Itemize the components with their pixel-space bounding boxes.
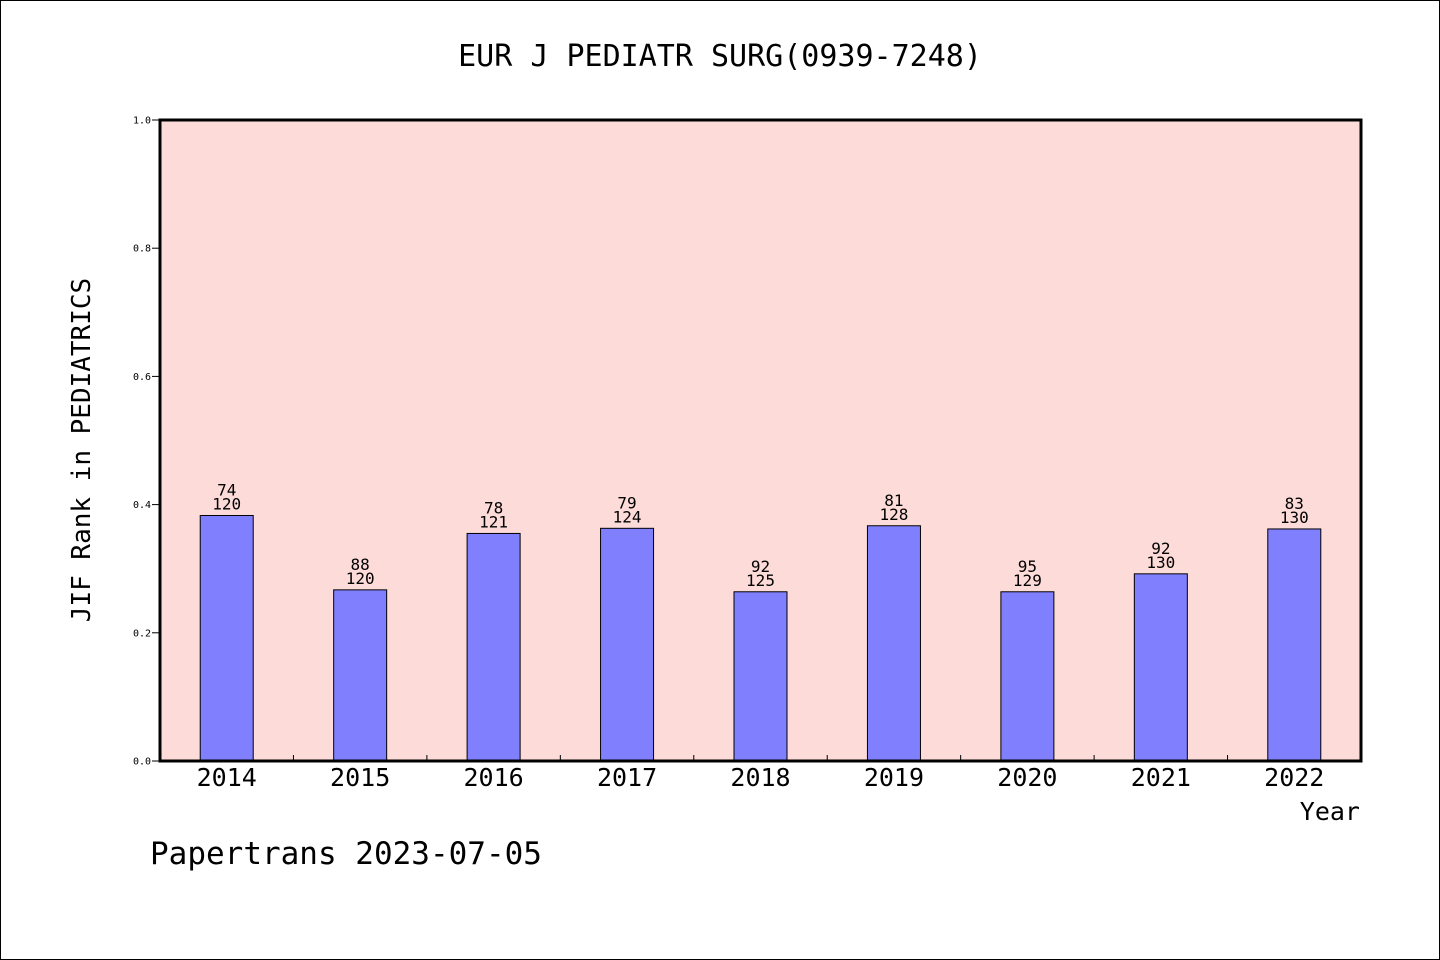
bar-rank-label: 88 [351, 555, 370, 574]
bar-rank-label: 78 [484, 498, 503, 517]
bar-total-label: 130 [1146, 553, 1175, 572]
x-tick-label: 2020 [997, 763, 1057, 792]
bar-rank-label: 83 [1285, 494, 1304, 513]
y-tick-label: 0.2 [133, 628, 151, 639]
x-tick-label: 2014 [197, 763, 257, 792]
y-tick-label: 0.6 [133, 372, 151, 383]
x-axis-label: Year [1300, 797, 1360, 826]
x-tick-label: 2018 [730, 763, 790, 792]
bar-total-label: 129 [1013, 571, 1042, 590]
bar-2017 [600, 527, 655, 762]
y-tick-label: 0.4 [133, 500, 151, 511]
bar-total-label: 128 [879, 505, 908, 524]
bar-rank-label: 74 [217, 480, 236, 499]
y-tick-label: 1.0 [133, 116, 151, 127]
bar-rank-label: 92 [1151, 539, 1170, 558]
y-tick-label: 0.0 [133, 757, 151, 768]
bar-2019 [866, 525, 921, 762]
bar-total-label: 125 [746, 571, 775, 590]
bar-2018 [733, 591, 788, 762]
bar-2014 [199, 514, 254, 762]
x-tick-label: 2015 [330, 763, 390, 792]
bar-rank-label: 81 [884, 491, 903, 510]
plot-border [158, 118, 1363, 763]
bar-total-label: 121 [479, 512, 508, 531]
x-tick-label: 2017 [597, 763, 657, 792]
x-tick-label: 2016 [464, 763, 524, 792]
footer-credit: Papertrans 2023-07-05 [150, 836, 542, 872]
bar-2016 [466, 532, 521, 762]
bar-total-label: 120 [212, 494, 241, 513]
bar-2021 [1133, 573, 1188, 762]
bar-rank-label: 95 [1018, 557, 1037, 576]
bar-total-label: 130 [1280, 508, 1309, 527]
bar-total-label: 124 [613, 507, 642, 526]
bars [199, 514, 1322, 762]
bar-2015 [333, 589, 388, 762]
x-axis: 2014 2015 2016 2017 2018 2019 2020 2021 2022 [197, 755, 1324, 792]
bar-2022 [1267, 528, 1322, 762]
x-tick-label: 2022 [1264, 763, 1324, 792]
bar-rank-label: 79 [617, 493, 636, 512]
bar-2020 [1000, 591, 1055, 762]
bar-rank-label: 92 [751, 557, 770, 576]
bar-total-label: 120 [346, 569, 375, 588]
chart-title: EUR J PEDIATR SURG(0939-7248) [458, 39, 982, 74]
data-labels: 7412088120781217912492125811289512992130… [212, 480, 1308, 589]
y-tick-label: 0.8 [133, 244, 151, 255]
y-axis-label: JIF Rank in PEDIATRICS [67, 278, 97, 622]
x-tick-label: 2021 [1131, 763, 1191, 792]
x-tick-label: 2019 [864, 763, 924, 792]
y-axis: 0.0 0.2 0.4 0.6 0.8 1.0 [133, 116, 160, 768]
